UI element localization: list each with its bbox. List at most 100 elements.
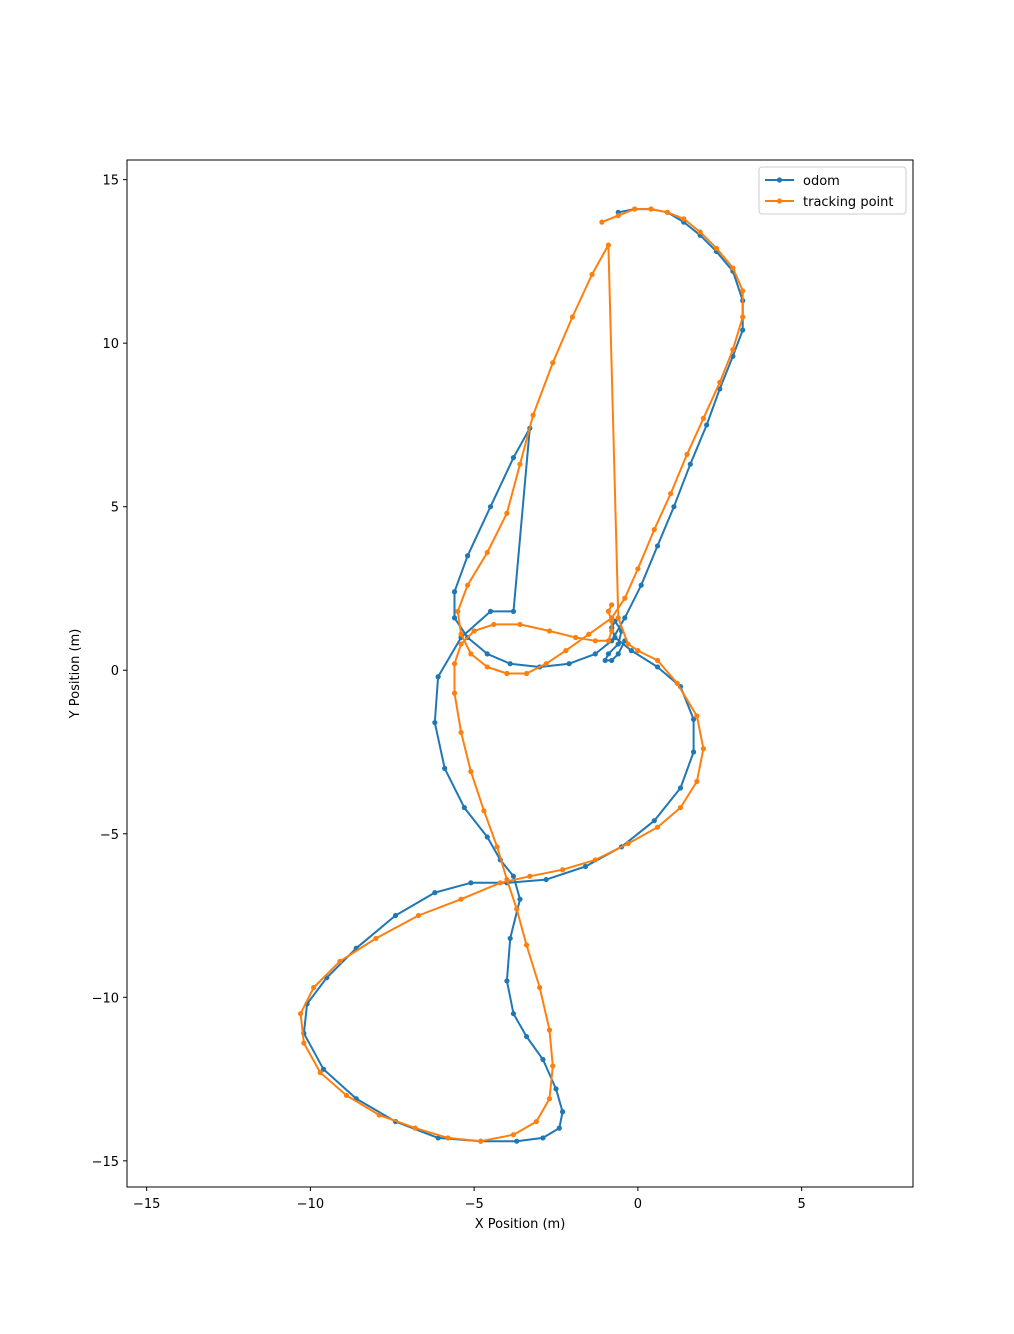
- data-point: [586, 631, 592, 637]
- data-point: [451, 690, 458, 696]
- x-tick-label: −10: [297, 1197, 324, 1212]
- data-point: [451, 661, 458, 667]
- data-point: [461, 804, 467, 811]
- data-point: [301, 1040, 307, 1046]
- data-point: [523, 670, 530, 677]
- y-tick-label: −5: [100, 828, 119, 843]
- data-point: [635, 566, 641, 572]
- data-point: [540, 1056, 546, 1063]
- data-point: [605, 651, 612, 657]
- data-point: [530, 412, 536, 418]
- data-point: [651, 526, 657, 533]
- data-point: [677, 804, 684, 811]
- data-point: [704, 422, 710, 428]
- data-point: [740, 314, 746, 320]
- data-point: [484, 549, 490, 556]
- y-tick-label: −15: [92, 1155, 119, 1170]
- axes: −15 −10 −5 0 5 −15 −10 −5 0 5 10 15: [92, 159, 914, 1212]
- data-point: [628, 648, 634, 654]
- data-point: [392, 912, 399, 919]
- data-point: [504, 876, 510, 883]
- data-point: [514, 906, 520, 912]
- data-point: [504, 670, 510, 677]
- data-point: [615, 615, 621, 621]
- data-point: [740, 288, 746, 294]
- y-tick-label: 5: [111, 501, 119, 516]
- data-point: [497, 880, 503, 886]
- data-point: [478, 1138, 484, 1144]
- data-point: [546, 1027, 553, 1033]
- data-point: [442, 765, 448, 771]
- data-point: [651, 818, 657, 824]
- data-point: [504, 978, 510, 984]
- data-point: [592, 638, 598, 644]
- data-point: [412, 1125, 418, 1131]
- data-point: [523, 1033, 530, 1040]
- data-point: [550, 360, 556, 366]
- data-point: [563, 648, 569, 654]
- data-point: [517, 461, 523, 467]
- data-point: [605, 608, 612, 614]
- data-point: [311, 984, 317, 991]
- data-point: [514, 1138, 520, 1144]
- legend-box: [758, 166, 907, 215]
- data-point: [523, 942, 530, 948]
- data-point: [635, 648, 641, 654]
- series-line: [302, 208, 744, 1143]
- data-point: [484, 664, 490, 670]
- data-point: [487, 608, 494, 614]
- series-line: [299, 208, 744, 1143]
- data-point: [582, 863, 589, 870]
- data-point: [465, 553, 471, 559]
- data-point: [432, 719, 438, 726]
- data-point: [517, 621, 523, 628]
- data-point: [713, 245, 720, 251]
- data-point: [559, 1109, 566, 1115]
- series-tracking-point: [297, 206, 746, 1144]
- data-point: [681, 216, 687, 222]
- data-point: [609, 618, 615, 624]
- y-tick-label: 0: [111, 664, 119, 679]
- data-point: [740, 327, 746, 333]
- legend-entry: tracking point: [765, 195, 893, 210]
- data-point: [484, 834, 490, 840]
- data-point: [317, 1069, 323, 1076]
- data-point: [638, 582, 644, 588]
- data-point: [481, 808, 487, 814]
- data-point: [510, 455, 517, 461]
- data-point: [615, 213, 621, 219]
- data-point: [546, 628, 553, 634]
- plot-area: [297, 206, 746, 1144]
- data-point: [553, 1086, 559, 1092]
- data-point: [700, 415, 707, 421]
- data-point: [337, 958, 343, 964]
- data-point: [605, 638, 612, 644]
- data-point: [484, 651, 490, 657]
- data-point: [458, 729, 464, 735]
- data-point: [677, 785, 684, 791]
- data-point: [373, 935, 379, 942]
- data-point: [510, 1132, 517, 1138]
- data-point: [445, 1135, 451, 1141]
- data-point: [415, 912, 422, 919]
- data-point: [540, 1135, 546, 1141]
- data-point: [546, 1096, 553, 1102]
- data-point: [468, 880, 474, 886]
- legend: odom tracking point: [758, 166, 907, 215]
- x-axis-label: X Position (m): [475, 1217, 566, 1232]
- legend-label: odom: [803, 174, 840, 189]
- data-point: [684, 451, 690, 457]
- data-point: [694, 778, 700, 785]
- data-point: [654, 543, 661, 549]
- data-point: [471, 628, 477, 634]
- data-point: [589, 271, 595, 278]
- data-point: [612, 634, 618, 641]
- legend-entry: odom: [765, 174, 840, 189]
- x-tick-label: −15: [133, 1197, 160, 1212]
- data-point: [632, 206, 638, 212]
- data-point: [717, 379, 723, 386]
- data-point: [690, 749, 697, 755]
- data-point: [654, 824, 661, 830]
- data-point: [451, 615, 458, 621]
